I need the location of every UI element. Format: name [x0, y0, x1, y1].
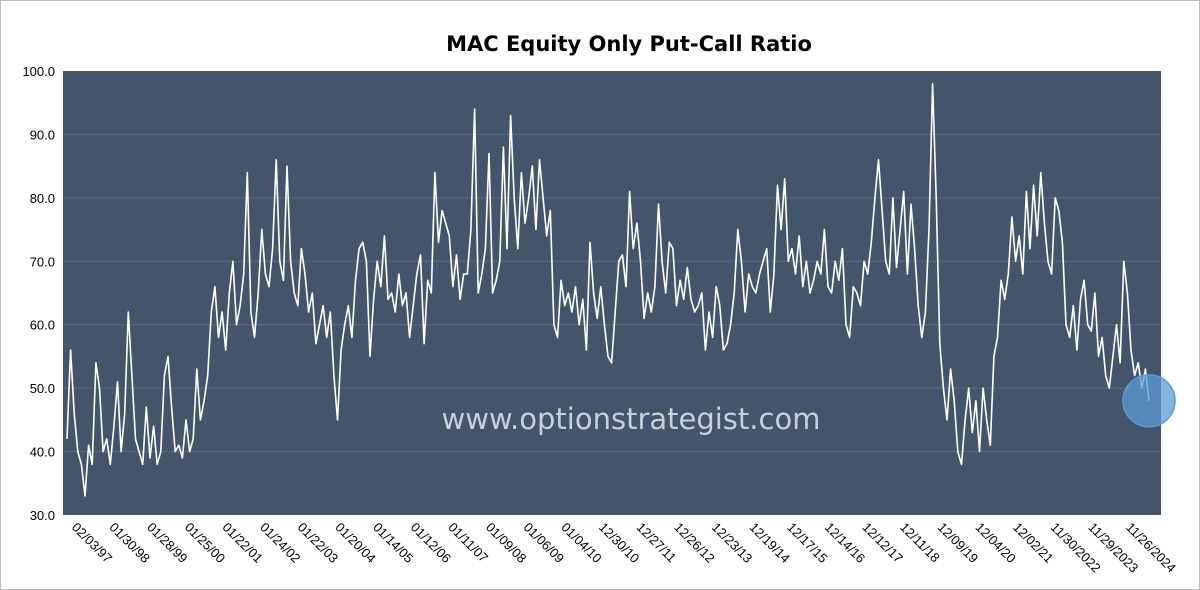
- series-line: [66, 82, 1150, 497]
- x-tick-label: 12/02/21: [1010, 520, 1056, 566]
- x-tick-label: 01/30/98: [107, 520, 153, 566]
- x-tick-label: 01/14/05: [370, 520, 416, 566]
- x-tick-label: 12/23/13: [709, 520, 755, 566]
- y-tick-label: 100.0: [22, 64, 55, 79]
- x-tick-label: 01/28/99: [144, 520, 190, 566]
- x-tick-label: 12/19/14: [747, 520, 793, 566]
- x-tick-label: 12/04/20: [972, 520, 1018, 566]
- plot-area: [63, 71, 1161, 515]
- x-tick-label: 01/06/09: [521, 520, 567, 566]
- x-tick-label: 02/03/97: [69, 520, 115, 566]
- x-tick-label: 12/27/11: [634, 520, 680, 566]
- chart-title: MAC Equity Only Put-Call Ratio: [446, 32, 812, 56]
- x-tick-label: 01/04/10: [558, 520, 604, 566]
- x-tick-label: 01/24/02: [257, 520, 303, 566]
- x-tick-label: 12/09/19: [935, 520, 981, 566]
- x-axis: 02/03/9701/30/9801/28/9901/25/0001/22/01…: [69, 520, 1179, 576]
- y-axis: 30.0 40.0 50.0 60.0 70.0 80.0 90.0 100.0: [22, 64, 55, 523]
- series-line-group: [66, 82, 1150, 497]
- x-tick-label: 12/17/15: [784, 520, 830, 566]
- y-tick-label: 60.0: [30, 318, 55, 333]
- y-tick-label: 70.0: [30, 254, 55, 269]
- y-tick-label: 50.0: [30, 381, 55, 396]
- x-tick-label: 01/25/00: [182, 520, 228, 566]
- watermark: www.optionstrategist.com: [442, 402, 821, 436]
- y-tick-label: 80.0: [30, 191, 55, 206]
- x-tick-label: 01/22/01: [219, 520, 265, 566]
- x-tick-label: 12/30/10: [596, 520, 642, 566]
- x-tick-label: 12/11/18: [897, 520, 943, 566]
- y-tick-label: 90.0: [30, 127, 55, 142]
- x-tick-label: 12/26/12: [671, 520, 717, 566]
- y-tick-label: 30.0: [30, 508, 55, 523]
- highlight-group: [1122, 374, 1176, 428]
- latest-value-highlight-circle: [1122, 374, 1176, 428]
- x-tick-label: 12/12/17: [860, 520, 906, 566]
- y-tick-label: 40.0: [30, 445, 55, 460]
- x-tick-label: 01/09/08: [483, 520, 529, 566]
- x-tick-label: 01/11/07: [445, 520, 491, 566]
- x-tick-label: 01/12/06: [408, 520, 454, 566]
- x-tick-label: 01/22/03: [295, 520, 341, 566]
- x-tick-label: 01/20/04: [332, 520, 378, 566]
- x-tick-label: 12/14/16: [822, 520, 868, 566]
